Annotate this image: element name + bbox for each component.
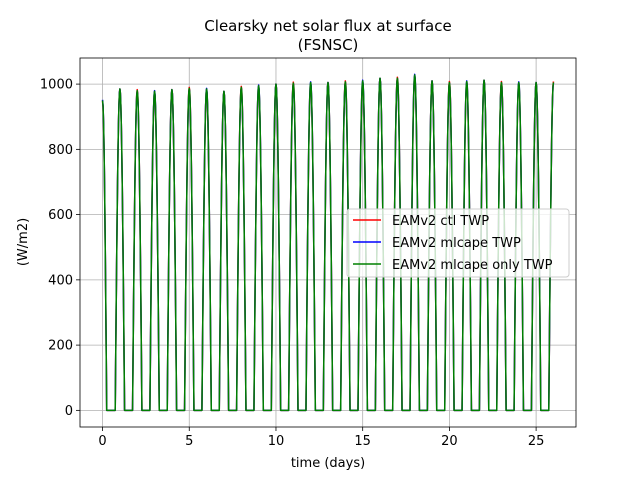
x-tick-label: 25 [528,434,545,449]
y-tick-label: 400 [48,273,73,288]
y-axis: 0 200 400 600 800 1000 [40,78,80,419]
y-axis-label: (W/m2) [16,218,31,266]
legend-label-mlcape: EAMv2 mlcape TWP [392,236,521,251]
x-tick-label: 10 [268,434,285,449]
x-tick-label: 20 [441,434,458,449]
x-axis: 0 5 10 15 20 25 [98,427,544,449]
chart-subtitle: (FSNSC) [298,36,359,54]
legend-label-ctl: EAMv2 ctl TWP [392,214,489,229]
y-tick-label: 800 [48,143,73,158]
chart-title: Clearsky net solar flux at surface [204,17,451,35]
y-tick-label: 1000 [40,78,73,93]
x-tick-label: 15 [354,434,371,449]
y-tick-label: 0 [65,404,73,419]
y-tick-label: 600 [48,208,73,223]
x-tick-label: 5 [185,434,193,449]
plot-frame [79,57,577,428]
x-axis-label: time (days) [291,456,365,471]
legend-box [346,208,570,278]
legend-label-mlcape-only: EAMv2 mlcape only TWP [392,258,553,273]
y-tick-label: 200 [48,339,73,354]
x-tick-label: 0 [98,434,106,449]
legend[interactable]: EAMv2 ctl TWP EAMv2 mlcape TWP EAMv2 mlc… [346,208,570,278]
